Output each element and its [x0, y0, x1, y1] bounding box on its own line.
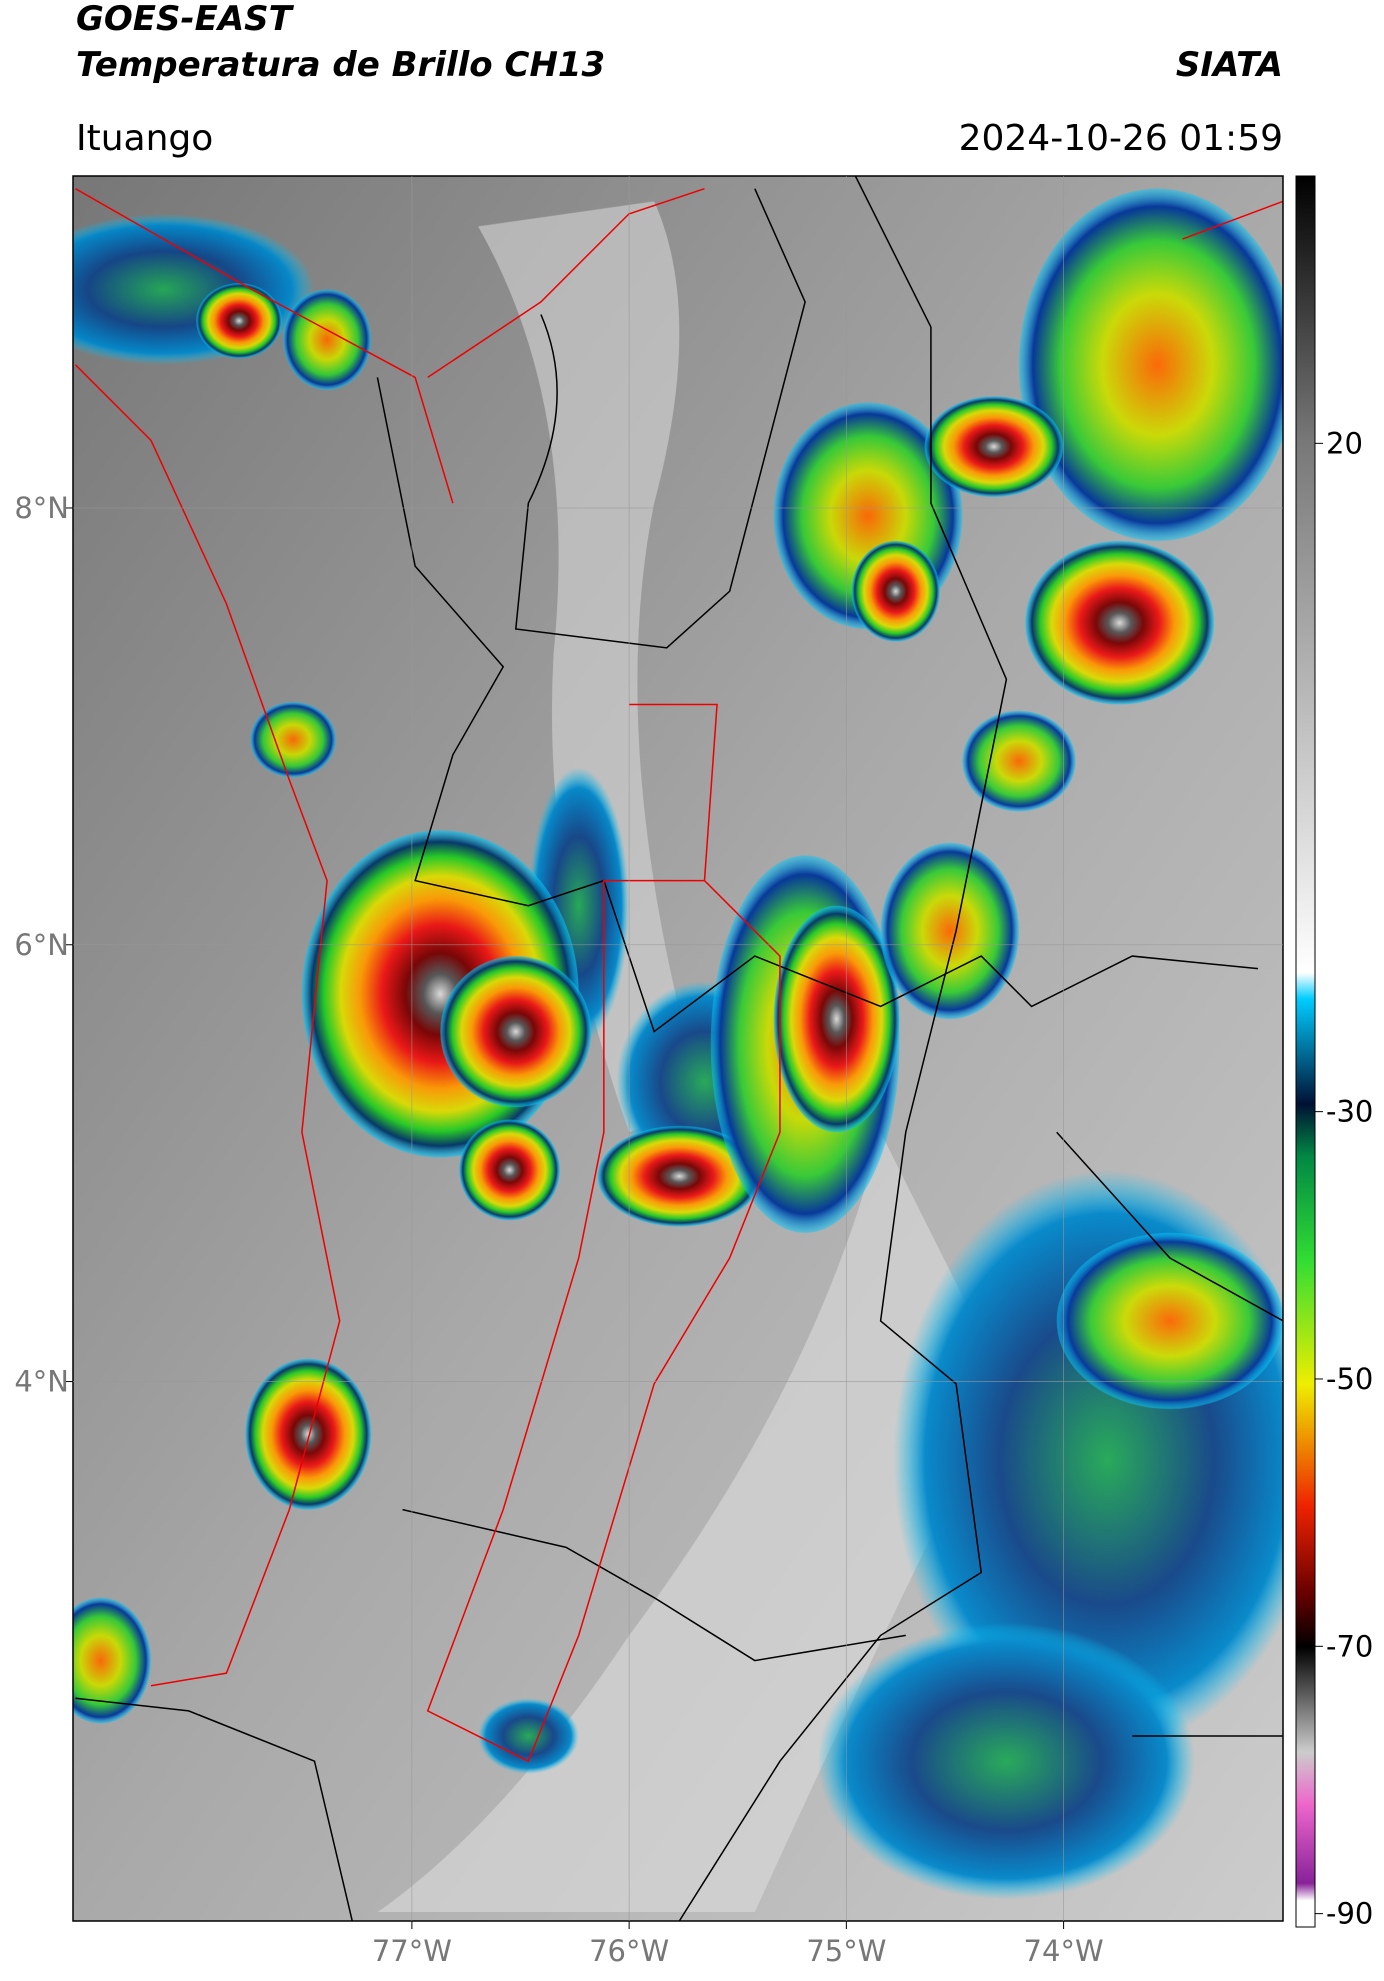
x-tick-label: 74°W [1024, 1934, 1104, 1968]
colorbar-label: -50 [1326, 1362, 1373, 1396]
x-tick-label: 76°W [589, 1934, 669, 1968]
colorbar-label: -90 [1326, 1897, 1373, 1931]
y-tick-label: 8°N [14, 491, 69, 525]
y-tick-label: 4°N [14, 1365, 69, 1399]
subtitle: Temperatura de Brillo CH13 [76, 45, 605, 85]
colorbar-label: -70 [1326, 1629, 1373, 1663]
colorbar [1295, 175, 1316, 1928]
source: SIATA [1176, 45, 1283, 85]
satellite-image [73, 176, 1283, 1921]
region: Ituango [76, 118, 213, 159]
x-tick-label: 75°W [806, 1934, 886, 1968]
title: GOES-EAST [76, 0, 295, 39]
colorbar-label: -30 [1326, 1095, 1373, 1129]
x-tick-label: 77°W [372, 1934, 452, 1968]
datetime: 2024-10-26 01:59 [959, 118, 1283, 159]
y-tick-label: 6°N [14, 928, 69, 962]
colorbar-label: 20 [1326, 426, 1363, 460]
map-frame [72, 175, 1284, 1922]
